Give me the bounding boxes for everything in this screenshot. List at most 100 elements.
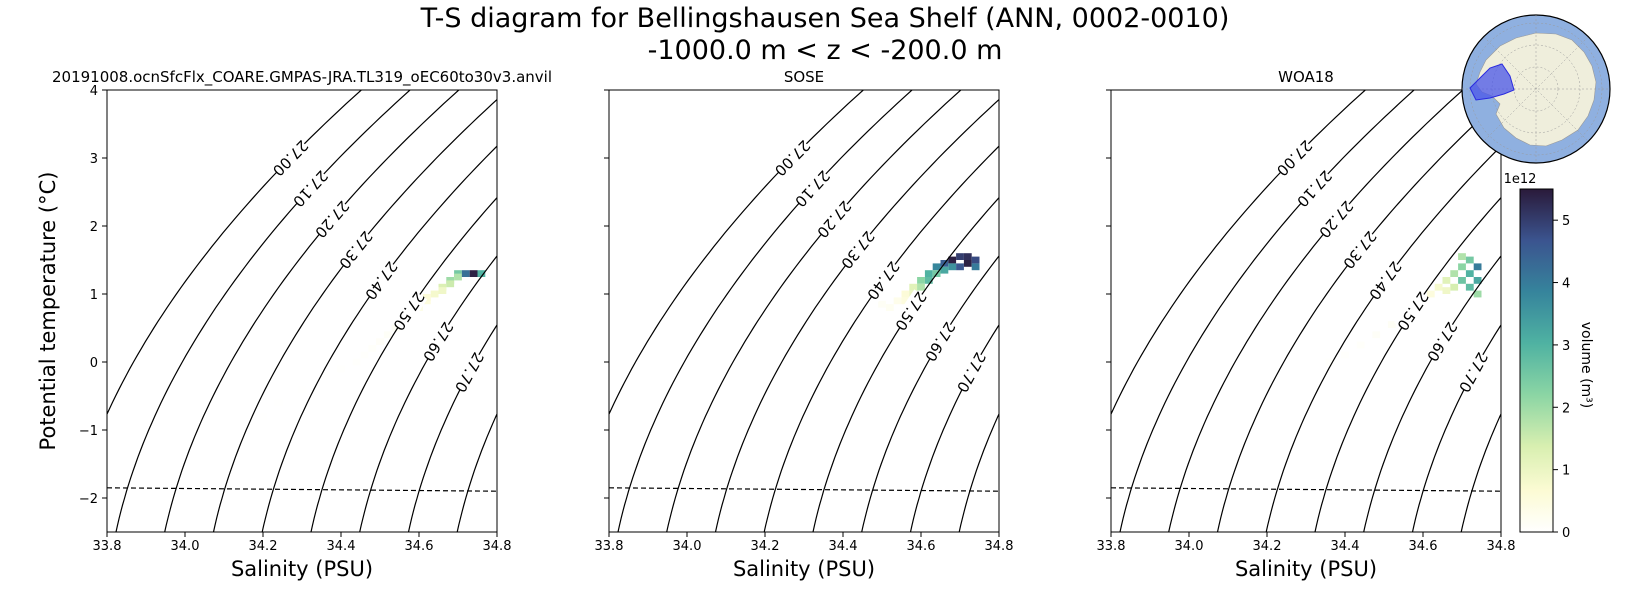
volume-cell [1356,341,1365,349]
plot-area [1111,90,1501,532]
volume-cell [971,263,980,271]
volume-cell [1325,358,1334,366]
colorbar-gradient [1519,188,1554,533]
isopycnal-contour [1119,90,1415,532]
isopycnal-contour [763,145,999,532]
x-tick-label: 33.8 [1097,539,1126,554]
volume-cell [469,270,478,277]
volume-cell [352,358,361,366]
colorbar-tick-label: 0 [1562,526,1570,541]
ts-panel-3: 27.0027.1027.2027.3027.4027.5027.6027.70… [1097,68,1516,581]
freezing-line [608,487,1000,492]
plot-area [107,90,497,532]
volume-cell [321,372,330,379]
x-tick-label: 34.8 [483,539,512,554]
isopycnal-contour [1411,323,1501,532]
isopycnal-contour [212,98,497,532]
y-tick-label: 2 [90,220,98,235]
isopycnal-contour [261,145,497,532]
volume-cell [948,263,957,271]
x-tick-label: 34.4 [829,539,858,554]
volume-cell [940,266,949,274]
x-tick-label: 34.0 [673,539,702,554]
volume-cell [337,365,345,373]
colorbar-tick-label: 3 [1562,339,1570,354]
volume-cell [956,253,964,260]
volume-cell [383,331,392,339]
x-tick-label: 34.6 [405,539,434,554]
volume-cell [1465,283,1474,291]
isopycnal-contour [456,412,497,532]
volume-cell [1450,270,1459,277]
y-tick-label: 4 [90,84,98,99]
volume-cell [917,277,925,284]
volume-cell [1473,263,1482,271]
volume-cell [924,277,933,284]
volume-cell [1426,290,1435,298]
x-tick-label: 34.0 [1175,539,1204,554]
volume-cell [909,283,918,291]
volume-cell [924,270,933,277]
volume-cell [893,297,902,305]
x-tick-label: 34.6 [1409,539,1438,554]
axes-frame [106,89,498,533]
volume-cell [298,385,306,393]
volume-cell [438,283,447,291]
volume-cell [971,256,980,264]
colorbar-exponent: 1e12 [1504,172,1537,187]
panel-title: SOSE [784,68,824,86]
volume-cell [422,294,431,301]
volume-cell [477,270,486,277]
volume-cell [1434,283,1443,291]
volume-cell [446,280,455,288]
volume-cell [1458,263,1466,271]
isopycnal-contour [1265,145,1501,532]
volume-cell [956,263,964,271]
colorbar-tick-label: 5 [1562,214,1570,229]
isopycnal-contour [1460,412,1501,532]
x-tick-label: 34.8 [985,539,1014,554]
volume-cell [274,399,283,407]
volume-cell [901,290,910,298]
volume-cell [360,351,369,359]
x-tick-label: 34.2 [751,539,780,554]
x-tick-label: 34.8 [1487,539,1516,554]
volume-cell [454,273,462,281]
volume-cell [430,290,439,298]
isopycnal-contour [958,412,999,532]
volume-cell [1442,287,1451,294]
x-axis-label: Salinity (PSU) [733,557,875,581]
ts-panel-2: 27.0027.1027.2027.3027.4027.5027.6027.70… [595,68,1014,581]
colorbar-tick-label: 2 [1562,401,1570,416]
isopycnal-contour [407,323,497,532]
axes-frame [608,89,1000,533]
figure-subtitle: -1000.0 m < z < -200.0 m [648,35,1003,66]
x-tick-label: 34.6 [907,539,936,554]
y-tick-label: −1 [79,424,98,439]
volume-cell [368,345,377,352]
volume-cell [917,283,925,291]
isopycnal-contour [1168,90,1464,532]
y-tick-label: −2 [79,492,98,507]
freezing-line [106,487,498,492]
colorbar-tick-label: 4 [1562,277,1570,292]
isopycnal-contour [617,90,913,532]
volume-cell [1341,351,1349,359]
figure-title: T-S diagram for Bellingshausen Sea Shelf… [420,3,1230,34]
isopycnal-contour [359,255,497,532]
volume-cell [1372,331,1381,339]
volume-cell [1450,283,1459,291]
volume-cell [1473,290,1482,298]
inset-map [1461,14,1611,164]
volume-cell [1458,253,1466,260]
isopycnal-contour [666,90,962,532]
volume-cell [438,287,447,294]
volume-cell [259,413,267,420]
isopycnal-contour [1363,255,1501,532]
volume-cell [1473,277,1482,284]
x-tick-label: 34.0 [171,539,200,554]
ts-panel-1: 27.0027.1027.2027.3027.4027.5027.6027.70… [36,68,552,581]
volume-cell [963,253,972,260]
volume-cell [1465,256,1474,264]
